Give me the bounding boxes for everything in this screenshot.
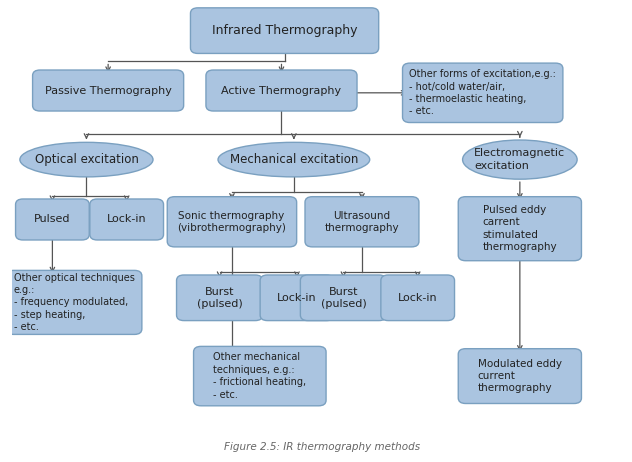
Text: Pulsed: Pulsed xyxy=(34,214,71,225)
FancyBboxPatch shape xyxy=(300,275,386,321)
FancyBboxPatch shape xyxy=(6,270,142,334)
Text: Other forms of excitation,e.g.:
- hot/cold water/air,
- thermoelastic heating,
-: Other forms of excitation,e.g.: - hot/co… xyxy=(410,69,556,116)
Text: Other optical techniques
e.g.:
- frequency modulated,
- step heating,
- etc.: Other optical techniques e.g.: - frequen… xyxy=(14,273,135,332)
Text: Pulsed eddy
carrent
stimulated
thermography: Pulsed eddy carrent stimulated thermogra… xyxy=(483,205,557,252)
Text: Passive Thermography: Passive Thermography xyxy=(45,85,171,96)
Text: Modulated eddy
current
thermography: Modulated eddy current thermography xyxy=(478,359,562,394)
Text: Other mechanical
techniques, e.g.:
- frictional heating,
- etc.: Other mechanical techniques, e.g.: - fri… xyxy=(213,353,307,400)
Text: Sonic thermography
(vibrothermography): Sonic thermography (vibrothermography) xyxy=(178,211,286,233)
Ellipse shape xyxy=(218,142,370,177)
Text: Burst
(pulsed): Burst (pulsed) xyxy=(197,286,243,309)
FancyBboxPatch shape xyxy=(381,275,454,321)
FancyBboxPatch shape xyxy=(190,8,379,54)
FancyBboxPatch shape xyxy=(458,349,581,403)
Text: Figure 2.5: IR thermography methods: Figure 2.5: IR thermography methods xyxy=(224,442,420,452)
FancyBboxPatch shape xyxy=(193,346,326,406)
FancyBboxPatch shape xyxy=(90,199,164,240)
FancyBboxPatch shape xyxy=(305,197,419,247)
Text: Ultrasound
thermography: Ultrasound thermography xyxy=(325,211,399,233)
Text: Lock-in: Lock-in xyxy=(277,293,317,303)
FancyBboxPatch shape xyxy=(16,199,89,240)
FancyBboxPatch shape xyxy=(167,197,296,247)
Ellipse shape xyxy=(463,140,577,179)
FancyBboxPatch shape xyxy=(403,63,563,122)
Text: Lock-in: Lock-in xyxy=(107,214,147,225)
FancyBboxPatch shape xyxy=(458,197,581,261)
Text: Electromagnetic
excitation: Electromagnetic excitation xyxy=(474,148,566,171)
FancyBboxPatch shape xyxy=(176,275,263,321)
Ellipse shape xyxy=(20,142,153,177)
Text: Lock-in: Lock-in xyxy=(398,293,437,303)
Text: Active Thermography: Active Thermography xyxy=(221,85,341,96)
FancyBboxPatch shape xyxy=(33,70,184,111)
FancyBboxPatch shape xyxy=(260,275,334,321)
Text: Optical excitation: Optical excitation xyxy=(35,153,138,166)
Text: Infrared Thermography: Infrared Thermography xyxy=(212,24,357,37)
FancyBboxPatch shape xyxy=(206,70,357,111)
Text: Mechanical excitation: Mechanical excitation xyxy=(229,153,358,166)
Text: Burst
(pulsed): Burst (pulsed) xyxy=(320,286,367,309)
